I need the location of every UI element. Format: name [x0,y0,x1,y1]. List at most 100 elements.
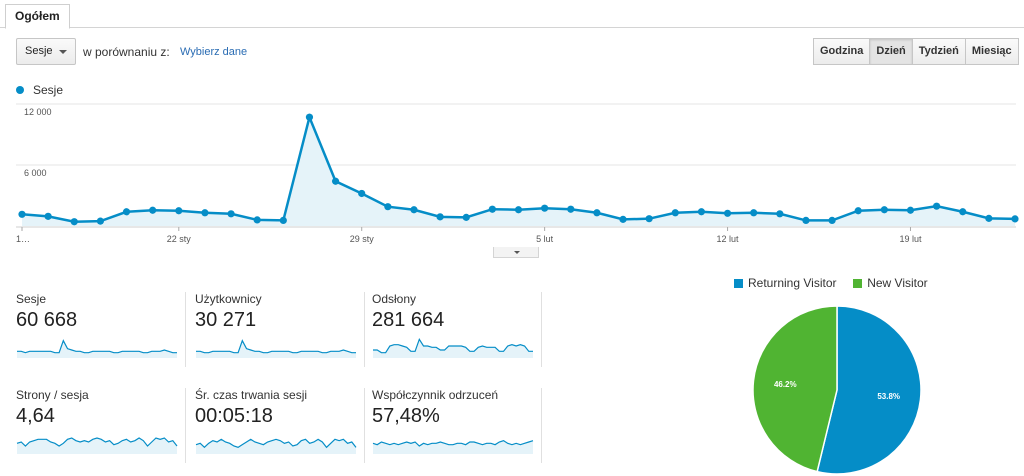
metric-tile-pageviews[interactable]: Odsłony 281 664 [372,292,542,367]
sparkline [372,440,534,454]
new-visitor-swatch [853,279,863,288]
metric-name: Sesje [16,292,47,306]
data-point [358,189,366,198]
chevron-down-icon [514,251,520,254]
data-point [122,208,131,216]
compare-label: w porównaniu z: [83,45,170,59]
series-area [22,117,1015,226]
x-tick-label: 29 sty [350,234,375,244]
metric-select[interactable]: Sesje [16,38,76,65]
data-point [331,177,340,185]
data-point [671,209,679,217]
chart-legend: Sesje [16,83,63,97]
sparkline-area [373,339,533,358]
metric-name: Strony / sesja [16,388,89,402]
data-point [305,113,314,121]
sparkline-line [17,339,177,354]
metric-value: 60 668 [16,309,78,331]
compare-select-link[interactable]: Wybierz dane [180,46,248,58]
granularity-week-button[interactable]: Tydzień [911,38,966,65]
series-line [21,113,1016,223]
granularity-day-button[interactable]: Dzień [869,38,913,65]
sparkline [196,339,356,358]
sparkline [195,438,357,454]
data-point [436,213,444,221]
pie-slice-label: 46.2% [774,380,797,389]
metric-value: 00:05:18 [195,405,273,427]
data-point [723,209,732,217]
sparkline-area [373,440,533,454]
x-tick-label: 22 sty [167,234,192,244]
metric-tile-pages-per-session[interactable]: Strony / sesja 4,64 [16,388,186,463]
x-tick-label: 12 lut [717,234,740,244]
sparkline-line [195,438,357,449]
data-point [488,205,496,213]
data-point [227,210,235,218]
sparkline-area [196,340,356,358]
data-point [854,207,862,215]
tab-overview[interactable]: Ogółem [5,4,70,29]
legend-series-label: Sesje [33,83,64,97]
data-point [802,216,810,225]
data-point [96,217,104,225]
data-point [933,202,941,210]
data-point [541,204,549,212]
data-point [697,208,706,216]
data-point [593,209,601,217]
metric-value: 281 664 [372,309,445,331]
data-point [410,206,418,214]
data-point [985,214,993,222]
sessions-line-chart: 12 000 6 000 1… 22 sty 29 sty 5 lut 12 lut 19 l… [16,103,1019,244]
sparkline-line [196,339,356,354]
sparkline-line [16,437,178,447]
visitor-type-pie-chart: 53.8% 46.2% [752,305,922,475]
metric-name: Odsłony [372,292,417,306]
data-point [750,209,758,217]
y-tick-label: 12 000 [24,107,52,117]
metric-value: 4,64 [16,405,55,427]
data-point [44,212,52,220]
metric-value: 57,48% [372,405,440,427]
data-point [462,213,470,221]
metric-tile-sessions[interactable]: Sesje 60 668 [16,292,186,367]
legend-returning-label: Returning Visitor [748,276,837,290]
legend-new-label: New Visitor [867,276,928,290]
granularity-month-button[interactable]: Miesiąc [964,38,1019,65]
data-point [880,206,888,214]
data-point [201,209,209,217]
metric-tile-bounce-rate[interactable]: Współczynnik odrzuceń 57,48% [372,388,542,463]
data-point [279,216,287,225]
data-point [619,215,627,223]
chevron-down-icon [59,50,67,54]
metric-tile-users[interactable]: Użytkownicy 30 271 [195,292,365,367]
data-point [70,218,78,226]
granularity-switch: Godzina Dzień Tydzień Miesiąc [813,38,1019,65]
data-point [149,206,157,214]
sparkline [17,339,177,358]
data-point [253,216,261,224]
data-point [828,216,836,225]
data-point [18,210,26,218]
sparkline [373,337,533,358]
pie-legend: Returning Visitor New Visitor [734,276,928,290]
pie-slice-returning [816,305,922,475]
data-point [906,206,915,214]
sparkline-line [373,337,533,354]
data-point [514,206,523,214]
data-point [776,210,784,218]
data-point [567,205,575,213]
granularity-hour-button[interactable]: Godzina [813,38,871,65]
data-point [175,207,183,215]
sparkline-area [17,438,177,454]
x-tick-label: 19 lut [899,234,922,244]
pie-slice-label: 53.8% [877,392,900,401]
sparkline-line [372,440,534,447]
data-point [645,215,653,223]
sparkline-area [196,439,356,454]
chart-controls: Sesje w porównaniu z: Wybierz dane Godzi… [0,38,1024,66]
returning-visitor-swatch [734,279,743,288]
collapse-chart-toggle[interactable] [493,247,539,258]
pie-slice-new [752,305,838,473]
metric-tile-avg-session-duration[interactable]: Śr. czas trwania sesji 00:05:18 [195,388,365,463]
data-point [384,203,392,211]
